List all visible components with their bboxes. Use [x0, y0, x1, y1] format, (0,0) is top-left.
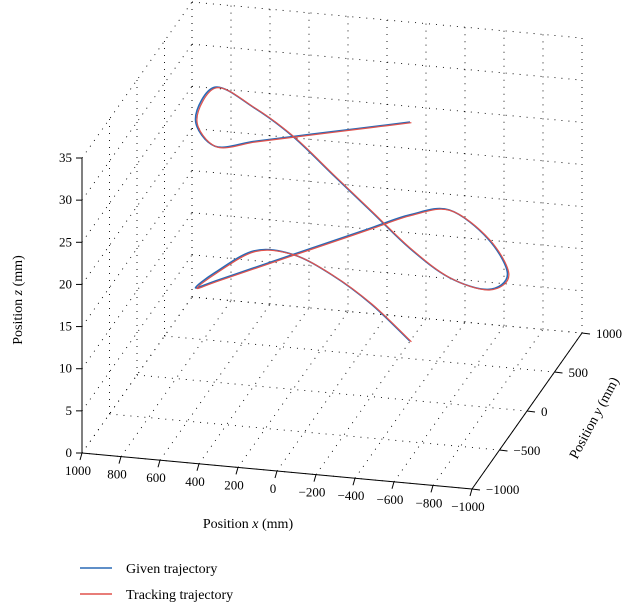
y-tick-label: −500	[514, 443, 541, 458]
y-tick-label: 0	[541, 404, 548, 419]
grid-line	[393, 325, 505, 483]
z-tick-label: 25	[59, 234, 72, 249]
curve-layer	[194, 86, 510, 343]
z-tick-label: 15	[59, 319, 72, 334]
y-axis-label: Position y (mm)	[567, 375, 623, 462]
z-tick-label: 30	[59, 192, 72, 207]
z-axis-label: Position z (mm)	[11, 255, 26, 345]
grid-line	[109, 413, 500, 451]
x-tick	[313, 474, 317, 482]
axis-layer	[81, 158, 583, 490]
grid-line	[159, 303, 271, 461]
tracking-trajectory-line	[196, 87, 510, 343]
x-tick-label: −600	[377, 492, 404, 507]
y-tick-label: 1000	[596, 326, 622, 341]
grid-line	[354, 321, 466, 479]
x-tick-label: 200	[224, 477, 244, 492]
given-trajectory-line	[194, 86, 509, 342]
grid-line	[237, 311, 349, 468]
grid-line	[315, 318, 427, 475]
grid-line	[164, 335, 555, 373]
y-tick	[554, 371, 563, 374]
z-tick-label: 20	[59, 276, 72, 291]
legend: Given trajectory Tracking trajectory	[80, 562, 233, 603]
legend-label-given: Given trajectory	[126, 562, 217, 577]
grid-layer	[81, 1, 583, 490]
x-tick	[469, 488, 473, 497]
x-tick	[79, 452, 83, 461]
x-tick-label: −400	[338, 488, 365, 503]
grid-line	[432, 329, 544, 486]
grid-line	[136, 374, 528, 412]
x-tick	[352, 478, 356, 486]
x-tick-label: 400	[185, 474, 205, 489]
z-tick-label: 10	[59, 361, 72, 376]
y-tick-label: 500	[569, 365, 589, 380]
tick-layer: 1000 800 600 400 200 0 −200 −400 −600 −800 −100010…	[59, 150, 622, 514]
x-axis-label: Position x (mm)	[203, 517, 294, 532]
z-tick-label: 35	[59, 150, 72, 165]
x-tick-label: 600	[146, 470, 166, 485]
grid-line	[120, 300, 232, 457]
y-tick-label: −1000	[486, 482, 519, 497]
y-tick	[526, 410, 536, 413]
x-tick	[274, 470, 278, 479]
x-tick-label: 1000	[65, 463, 91, 478]
grid-line	[276, 314, 388, 472]
x-tick	[430, 485, 434, 493]
legend-label-tracking: Tracking trajectory	[126, 588, 233, 603]
x-tick-label: −200	[299, 485, 326, 500]
x-tick-label: −800	[416, 495, 443, 510]
x-tick	[391, 481, 395, 489]
x-tick	[235, 467, 239, 475]
x-tick	[118, 456, 122, 464]
grid-line	[198, 307, 310, 465]
z-tick-label: 5	[66, 403, 73, 418]
x-tick-label: 800	[107, 467, 127, 482]
x-tick	[196, 463, 200, 471]
y-tick	[581, 332, 591, 335]
y-tick	[471, 488, 481, 491]
z-tick-label: 0	[66, 445, 73, 460]
y-tick	[499, 449, 508, 452]
x-tick-label: 0	[270, 481, 277, 496]
x-tick-label: −1000	[451, 499, 484, 514]
x-tick	[157, 460, 161, 468]
